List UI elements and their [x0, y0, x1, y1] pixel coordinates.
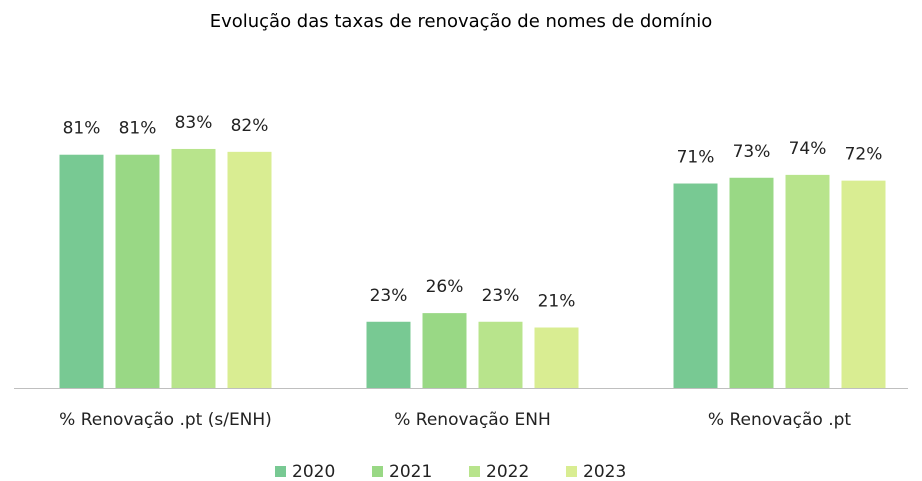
legend-swatch [275, 466, 286, 477]
value-label: 83% [175, 113, 213, 133]
bar [366, 321, 411, 388]
value-label: 73% [733, 142, 771, 162]
x-tick-label: % Renovação .pt [708, 410, 851, 430]
bar [171, 148, 216, 388]
value-label: 82% [231, 116, 269, 136]
legend-swatch [566, 466, 577, 477]
value-label: 21% [538, 292, 576, 312]
value-label: 74% [789, 139, 827, 159]
legend-label: 2021 [389, 462, 432, 481]
value-label: 81% [63, 119, 101, 139]
bar [673, 183, 718, 388]
legend-label: 2023 [583, 462, 626, 481]
value-label: 23% [370, 286, 408, 306]
value-label: 81% [119, 119, 157, 139]
bar [115, 154, 160, 388]
legend-label: 2020 [292, 462, 335, 481]
bar [227, 151, 272, 388]
bar [785, 174, 830, 388]
value-label: 72% [845, 145, 883, 165]
bar [841, 180, 886, 388]
bar [422, 313, 467, 388]
chart-title: Evolução das taxas de renovação de nomes… [210, 11, 713, 32]
bar [59, 154, 104, 388]
bar [478, 321, 523, 388]
bar [729, 177, 774, 388]
legend-swatch [372, 466, 383, 477]
value-label: 23% [482, 286, 520, 306]
legend-swatch [469, 466, 480, 477]
bar [534, 327, 579, 388]
x-tick-label: % Renovação ENH [394, 410, 551, 430]
value-label: 71% [677, 148, 715, 168]
x-tick-label: % Renovação .pt (s/ENH) [59, 410, 272, 430]
legend-label: 2022 [486, 462, 529, 481]
value-label: 26% [426, 277, 464, 297]
